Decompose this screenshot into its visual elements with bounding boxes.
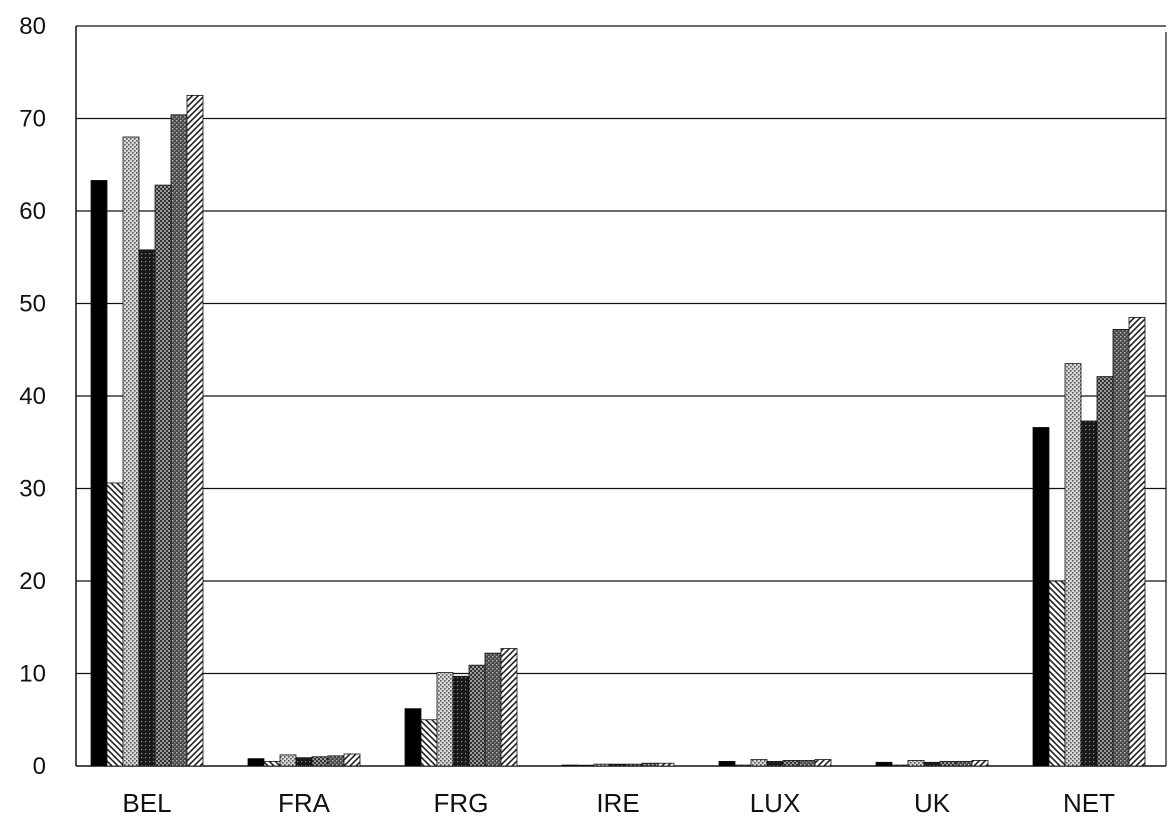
bar [1080,420,1098,767]
bar [734,764,752,767]
bar [750,759,768,767]
bar [420,719,438,767]
y-tick-label: 30 [19,476,46,503]
bar [343,753,361,767]
bar [484,652,502,767]
bar [170,114,188,767]
x-tick-label: NET [1063,788,1115,818]
bar [561,764,579,767]
bar [718,760,736,767]
bar [436,672,454,767]
y-tick-label: 70 [19,106,46,133]
y-tick-label: 20 [19,568,46,595]
bar [939,760,957,767]
x-tick-label: LUX [750,788,801,818]
bar [1096,376,1114,767]
bar [657,762,675,767]
bar [875,761,893,767]
bar [798,760,816,767]
bar [955,760,973,767]
gridlines [76,25,1166,675]
x-tick-label: BEL [122,788,171,818]
bar [90,180,108,767]
x-tick-label: UK [914,788,951,818]
bar [106,482,124,767]
bar [593,763,611,767]
bar [641,762,659,767]
bar [814,759,832,767]
bar [154,184,172,767]
bar [577,764,595,767]
bar [625,763,643,767]
bar [1032,427,1050,767]
x-tick-label: IRE [596,788,639,818]
y-tick-label: 60 [19,198,46,225]
bar [891,764,909,767]
y-tick-label: 0 [33,753,46,780]
bar [907,760,925,767]
bar [263,760,281,767]
bar [609,763,627,767]
y-tick-label: 50 [19,291,46,318]
bar [971,760,989,767]
bar [1064,363,1082,767]
bar [468,664,486,767]
bar [404,708,422,767]
x-tick-label: FRA [278,788,331,818]
bar [311,756,329,767]
bar [122,136,140,767]
bars [90,94,1146,767]
bar [279,754,297,767]
bar [247,758,265,767]
bar [1128,316,1146,767]
bar [327,755,345,767]
y-tick-label: 80 [19,13,46,40]
bar [295,757,313,767]
bar [1112,328,1130,767]
bar [923,761,941,767]
x-tick-label: FRG [434,788,489,818]
y-tick-label: 40 [19,383,46,410]
bar [1048,580,1066,767]
y-tick-label: 10 [19,661,46,688]
bar [766,760,784,767]
y-tick-labels: 0 10 20 30 40 50 60 70 80 [19,13,46,780]
bar [782,760,800,767]
bar [452,675,470,767]
bar [500,648,518,767]
x-tick-labels: BEL FRA FRG IRE LUX UK NET [122,788,1115,818]
bar [186,94,204,767]
bar [138,249,156,767]
